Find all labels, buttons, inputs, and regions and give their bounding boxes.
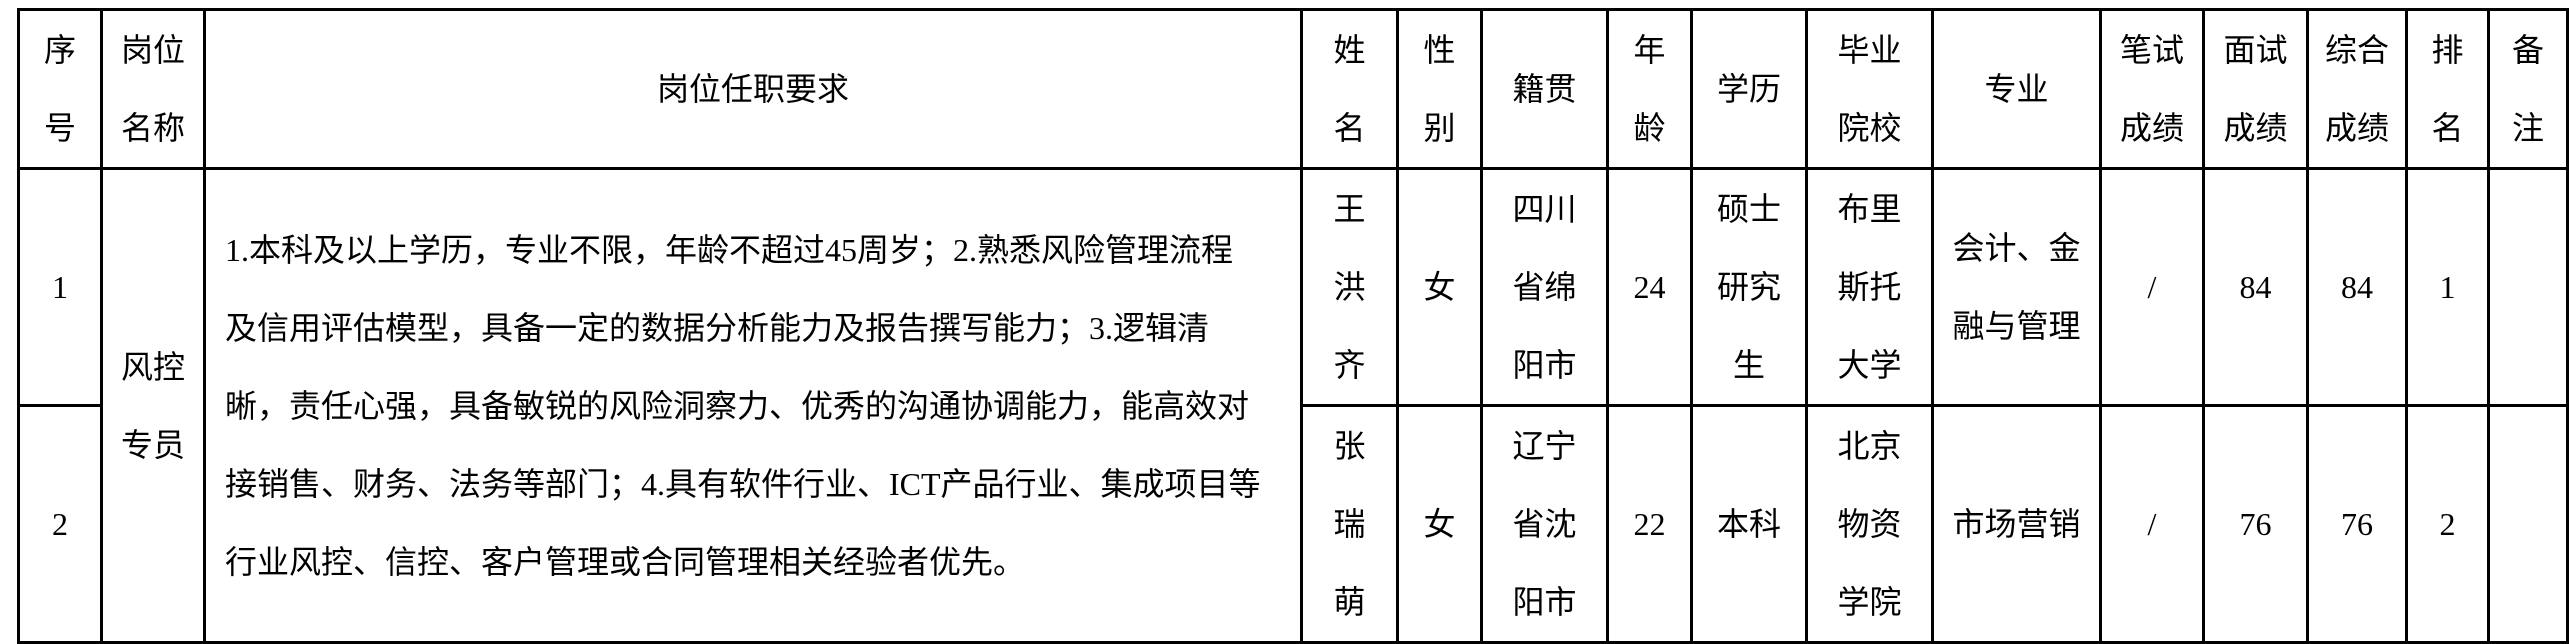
header-note: 备 注: [2487, 8, 2569, 170]
cell-total: 76: [2306, 404, 2408, 644]
header-requirements: 岗位任职要求: [203, 8, 1303, 170]
header-origin: 籍贯: [1480, 8, 1609, 170]
cell-note: [2487, 167, 2569, 407]
cell-major: 会计、金 融与管理: [1931, 167, 2102, 407]
cell-no: 1: [17, 167, 103, 407]
header-school: 毕业 院校: [1805, 8, 1934, 170]
header-age: 年 龄: [1606, 8, 1693, 170]
cell-position: 风控 专员: [100, 167, 206, 644]
header-row: 序 号 岗位 名称 岗位任职要求 姓 名 性 别 籍贯 年 龄 学历 毕业 院校…: [17, 8, 2569, 170]
cell-gender: 女: [1396, 404, 1483, 644]
cell-school: 北京 物资 学院: [1805, 404, 1934, 644]
cell-major: 市场营销: [1931, 404, 2102, 644]
cell-name: 张 瑞 萌: [1300, 404, 1399, 644]
cell-requirements: 1.本科及以上学历，专业不限，年龄不超过45周岁；2.熟悉风险管理流程 及信用评…: [203, 167, 1303, 644]
header-position: 岗位 名称: [100, 8, 206, 170]
cell-no: 2: [17, 404, 103, 644]
cell-age: 22: [1606, 404, 1693, 644]
cell-education: 本科: [1690, 404, 1808, 644]
cell-written: /: [2099, 404, 2205, 644]
header-no: 序 号: [17, 8, 103, 170]
cell-education: 硕士 研究 生: [1690, 167, 1808, 407]
cell-name: 王 洪 齐: [1300, 167, 1399, 407]
cell-school: 布里 斯托 大学: [1805, 167, 1934, 407]
candidate-table: 序 号 岗位 名称 岗位任职要求 姓 名 性 别 籍贯 年 龄 学历 毕业 院校…: [17, 8, 2569, 644]
cell-written: /: [2099, 167, 2205, 407]
table-row: 2 张 瑞 萌 女 辽宁 省沈 阳市 22 本科 北京 物资 学院 市场营销 /…: [17, 404, 2569, 644]
cell-total: 84: [2306, 167, 2408, 407]
cell-origin: 四川 省绵 阳市: [1480, 167, 1609, 407]
header-name: 姓 名: [1300, 8, 1399, 170]
header-education: 学历: [1690, 8, 1808, 170]
cell-note: [2487, 404, 2569, 644]
header-gender: 性 别: [1396, 8, 1483, 170]
header-written: 笔试 成绩: [2099, 8, 2205, 170]
table-row: 1 风控 专员 1.本科及以上学历，专业不限，年龄不超过45周岁；2.熟悉风险管…: [17, 167, 2569, 644]
cell-rank: 1: [2405, 167, 2490, 407]
header-interview: 面试 成绩: [2202, 8, 2309, 170]
header-total: 综合 成绩: [2306, 8, 2408, 170]
cell-interview: 76: [2202, 404, 2309, 644]
cell-rank: 2: [2405, 404, 2490, 644]
cell-age: 24: [1606, 167, 1693, 407]
header-rank: 排 名: [2405, 8, 2490, 170]
header-major: 专业: [1931, 8, 2102, 170]
cell-origin: 辽宁 省沈 阳市: [1480, 404, 1609, 644]
cell-interview: 84: [2202, 167, 2309, 407]
cell-gender: 女: [1396, 167, 1483, 407]
